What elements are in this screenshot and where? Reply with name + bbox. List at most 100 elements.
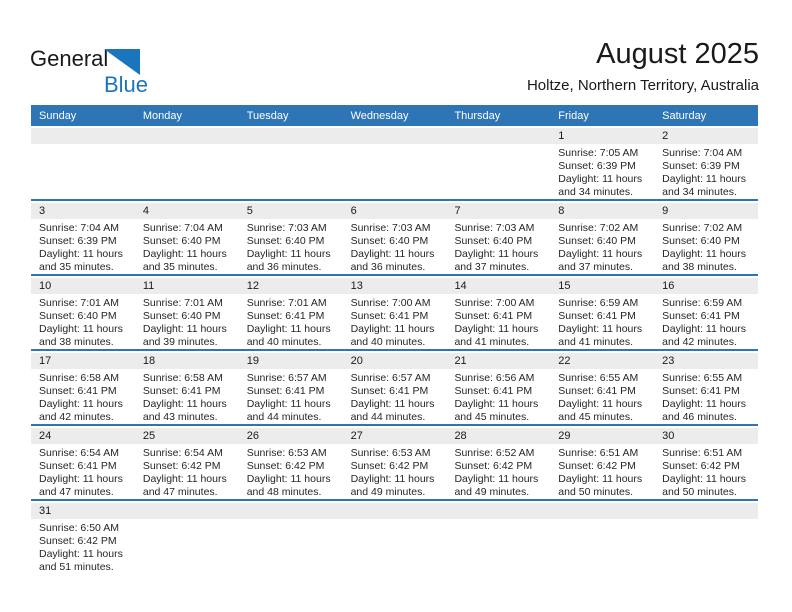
daylight-text: Daylight: 11 hours and 36 minutes. <box>246 248 331 273</box>
day-number: 17 <box>39 355 52 367</box>
sunrise-text: Sunrise: 6:53 AM <box>246 447 327 459</box>
week-row: 3 Sunrise: 7:04 AM Sunset: 6:39 PM Daylight… <box>31 199 759 274</box>
sunrise-text: Sunrise: 7:03 AM <box>350 222 431 234</box>
day-details: Sunrise: 7:02 AM Sunset: 6:40 PM Daylight:… <box>654 219 758 274</box>
day-number: 29 <box>558 430 571 442</box>
logo-triangle-icon <box>104 49 141 80</box>
day-number-band: 23 <box>654 353 759 369</box>
sunrise-text: Sunrise: 6:56 AM <box>454 372 535 384</box>
day-number-band <box>134 503 239 519</box>
daylight-text: Daylight: 11 hours and 44 minutes. <box>350 398 435 423</box>
daylight-text: Daylight: 11 hours and 43 minutes. <box>142 398 227 423</box>
day-number-band <box>550 503 655 519</box>
sunrise-text: Sunrise: 6:58 AM <box>142 372 223 384</box>
sunset-text: Sunset: 6:41 PM <box>558 385 636 397</box>
sunset-text: Sunset: 6:41 PM <box>142 385 221 397</box>
day-number-band: 25 <box>134 428 239 444</box>
sunrise-text: Sunrise: 7:01 AM <box>39 297 119 309</box>
day-cell: 11 Sunrise: 7:01 AM Sunset: 6:40 PM Dayligh… <box>134 276 239 349</box>
day-details: Sunrise: 6:59 AM Sunset: 6:41 PM Daylight:… <box>550 294 654 349</box>
day-details: Sunrise: 7:03 AM Sunset: 6:40 PM Daylight:… <box>446 219 550 274</box>
day-details: Sunrise: 6:57 AM Sunset: 6:41 PM Daylight:… <box>239 369 343 424</box>
daylight-text: Daylight: 11 hours and 42 minutes. <box>662 323 747 348</box>
day-cell: 7 Sunrise: 7:03 AM Sunset: 6:40 PM Daylight… <box>446 201 551 274</box>
daylight-text: Daylight: 11 hours and 42 minutes. <box>39 398 123 423</box>
sunset-text: Sunset: 6:40 PM <box>350 235 429 247</box>
sunset-text: Sunset: 6:41 PM <box>662 310 740 322</box>
day-number-band: 12 <box>238 278 343 294</box>
sunset-text: Sunset: 6:39 PM <box>662 160 740 172</box>
sunset-text: Sunset: 6:40 PM <box>39 310 117 322</box>
day-details: Sunrise: 6:52 AM Sunset: 6:42 PM Daylight:… <box>446 444 550 499</box>
sunrise-text: Sunrise: 7:05 AM <box>558 147 639 159</box>
sunrise-text: Sunrise: 6:50 AM <box>39 522 119 534</box>
empty-cell <box>654 501 759 585</box>
daylight-text: Daylight: 11 hours and 40 minutes. <box>350 323 435 348</box>
day-details: Sunrise: 6:56 AM Sunset: 6:41 PM Daylight:… <box>446 369 550 424</box>
weekday-label-thursday: Thursday <box>454 109 501 122</box>
day-number-band: 9 <box>654 203 759 219</box>
day-details: Sunrise: 6:50 AM Sunset: 6:42 PM Daylight:… <box>31 519 135 574</box>
day-details: Sunrise: 7:03 AM Sunset: 6:40 PM Daylight:… <box>343 219 447 274</box>
sunset-text: Sunset: 6:40 PM <box>246 235 325 247</box>
sunset-text: Sunset: 6:39 PM <box>558 160 636 172</box>
day-number: 10 <box>39 280 52 292</box>
sunrise-text: Sunrise: 6:55 AM <box>662 372 743 384</box>
day-cell: 5 Sunrise: 7:03 AM Sunset: 6:40 PM Daylight… <box>238 201 343 274</box>
week-row: 1 Sunrise: 7:05 AM Sunset: 6:39 PM Daylight… <box>31 126 759 199</box>
day-number-band <box>238 503 343 519</box>
sunset-text: Sunset: 6:42 PM <box>558 460 636 472</box>
empty-cell <box>134 501 239 585</box>
daylight-text: Daylight: 11 hours and 36 minutes. <box>350 248 435 273</box>
daylight-text: Daylight: 11 hours and 50 minutes. <box>662 473 747 498</box>
day-number-band <box>134 128 239 144</box>
day-details: Sunrise: 6:51 AM Sunset: 6:42 PM Daylight:… <box>550 444 654 499</box>
weekday-header: Sunday Monday Tuesday Wednesday Thursday Frid… <box>31 105 758 126</box>
weekday-label-monday: Monday <box>142 109 182 122</box>
daylight-text: Daylight: 11 hours and 48 minutes. <box>246 473 331 498</box>
sunrise-text: Sunrise: 7:01 AM <box>246 297 327 309</box>
day-number: 27 <box>350 430 363 442</box>
day-details: Sunrise: 7:02 AM Sunset: 6:40 PM Daylight:… <box>550 219 654 274</box>
day-number: 20 <box>350 355 363 367</box>
day-cell: 16 Sunrise: 6:59 AM Sunset: 6:41 PM Dayligh… <box>654 276 759 349</box>
empty-cell <box>446 501 551 585</box>
sunrise-text: Sunrise: 7:03 AM <box>246 222 327 234</box>
daylight-text: Daylight: 11 hours and 50 minutes. <box>558 473 643 498</box>
sunset-text: Sunset: 6:40 PM <box>662 235 740 247</box>
day-number: 4 <box>142 205 149 217</box>
sunrise-text: Sunrise: 7:00 AM <box>350 297 431 309</box>
page-subtitle: Holtze, Northern Territory, Australia <box>526 77 759 94</box>
daylight-text: Daylight: 11 hours and 40 minutes. <box>246 323 331 348</box>
day-cell: 3 Sunrise: 7:04 AM Sunset: 6:39 PM Daylight… <box>31 201 135 274</box>
day-number: 18 <box>142 355 156 367</box>
day-number: 25 <box>142 430 156 442</box>
day-details: Sunrise: 6:59 AM Sunset: 6:41 PM Daylight:… <box>654 294 758 349</box>
sunset-text: Sunset: 6:42 PM <box>246 460 325 472</box>
empty-cell <box>134 126 239 199</box>
day-details: Sunrise: 6:58 AM Sunset: 6:41 PM Daylight:… <box>31 369 135 424</box>
sunrise-text: Sunrise: 6:54 AM <box>142 447 223 459</box>
day-details: Sunrise: 7:00 AM Sunset: 6:41 PM Daylight:… <box>446 294 550 349</box>
calendar: Sunday Monday Tuesday Wednesday Thursday Frid… <box>31 105 759 585</box>
day-cell: 6 Sunrise: 7:03 AM Sunset: 6:40 PM Daylight… <box>342 201 447 274</box>
daylight-text: Daylight: 11 hours and 41 minutes. <box>558 323 643 348</box>
sunset-text: Sunset: 6:42 PM <box>454 460 533 472</box>
day-cell: 14 Sunrise: 7:00 AM Sunset: 6:41 PM Dayligh… <box>446 276 551 349</box>
sunset-text: Sunset: 6:42 PM <box>39 535 117 547</box>
day-cell: 2 Sunrise: 7:04 AM Sunset: 6:39 PM Daylight… <box>654 126 759 199</box>
day-number-band: 13 <box>342 278 447 294</box>
day-number: 6 <box>350 205 357 217</box>
calendar-weeks: 1 Sunrise: 7:05 AM Sunset: 6:39 PM Daylight… <box>31 126 759 585</box>
sunset-text: Sunset: 6:41 PM <box>246 385 325 397</box>
daylight-text: Daylight: 11 hours and 46 minutes. <box>662 398 747 423</box>
empty-cell <box>446 126 551 199</box>
sunrise-text: Sunrise: 6:57 AM <box>350 372 431 384</box>
day-number: 24 <box>39 430 52 442</box>
day-cell: 17 Sunrise: 6:58 AM Sunset: 6:41 PM Dayligh… <box>31 351 135 424</box>
day-cell: 25 Sunrise: 6:54 AM Sunset: 6:42 PM Dayligh… <box>134 426 239 499</box>
day-number-band <box>238 128 343 144</box>
day-number: 15 <box>558 280 571 292</box>
day-number-band: 16 <box>654 278 759 294</box>
